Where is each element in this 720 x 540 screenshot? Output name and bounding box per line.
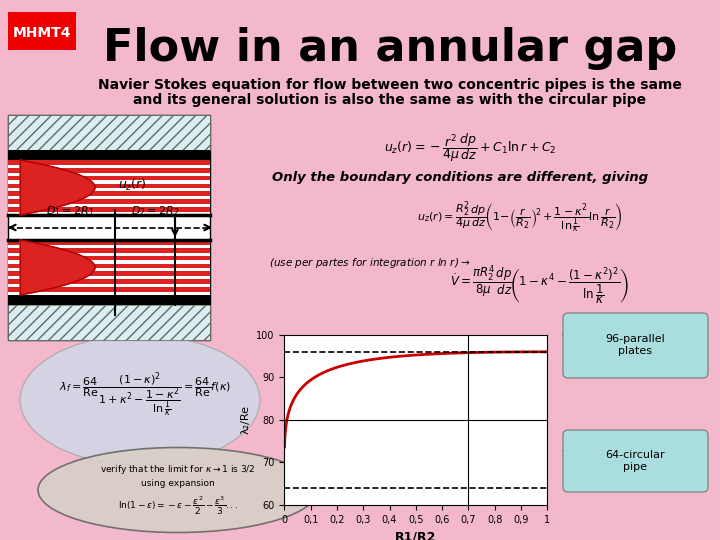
FancyBboxPatch shape [8,160,210,215]
Text: $\lambda_f = \dfrac{64}{\mathrm{Re}}\dfrac{(1-\kappa)^2}{1+\kappa^2 - \dfrac{1-\: $\lambda_f = \dfrac{64}{\mathrm{Re}}\dfr… [59,370,231,419]
FancyBboxPatch shape [8,184,210,188]
Text: verify that the limit for $\kappa\to1$ is $3/2$
using expansion
$\ln(1-\varepsil: verify that the limit for $\kappa\to1$ i… [100,463,256,517]
Text: $u_z(r) = -\dfrac{r^2}{4\mu}\dfrac{dp}{dz} + C_1 \ln r + C_2$: $u_z(r) = -\dfrac{r^2}{4\mu}\dfrac{dp}{d… [384,132,557,165]
Text: 64-circular
pipe: 64-circular pipe [606,450,665,472]
Text: $\dot{V} = \dfrac{\pi R_2^4}{8\mu}\dfrac{dp}{dz}\!\left(1-\kappa^4 - \dfrac{(1-\: $\dot{V} = \dfrac{\pi R_2^4}{8\mu}\dfrac… [451,264,629,307]
Text: Navier Stokes equation for flow between two concentric pipes is the same: Navier Stokes equation for flow between … [98,78,682,92]
FancyBboxPatch shape [8,199,210,204]
FancyBboxPatch shape [8,295,210,305]
FancyBboxPatch shape [8,191,210,196]
FancyBboxPatch shape [8,248,210,253]
FancyBboxPatch shape [8,207,210,212]
Text: MHMT4: MHMT4 [13,26,71,40]
Text: Only the boundary conditions are different, giving: Only the boundary conditions are differe… [272,172,648,185]
FancyBboxPatch shape [8,287,210,292]
FancyBboxPatch shape [8,12,76,50]
Text: and its general solution is also the same as with the circular pipe: and its general solution is also the sam… [133,93,647,107]
Text: $D_2=2R_2$: $D_2=2R_2$ [131,204,179,218]
Polygon shape [20,240,95,295]
FancyBboxPatch shape [8,264,210,268]
FancyBboxPatch shape [8,272,210,276]
Text: $D_1=2R_1$: $D_1=2R_1$ [46,204,94,218]
FancyBboxPatch shape [8,115,210,340]
FancyBboxPatch shape [8,160,210,165]
FancyBboxPatch shape [8,240,210,295]
Polygon shape [20,160,95,215]
Text: (use per partes for integration r ln r)$\rightarrow$: (use per partes for integration r ln r)$… [269,256,471,270]
Y-axis label: λ₂/Re: λ₂/Re [240,406,251,434]
FancyBboxPatch shape [8,115,210,150]
FancyBboxPatch shape [8,305,210,340]
Text: 96-parallel
plates: 96-parallel plates [605,334,665,356]
Ellipse shape [20,335,260,465]
FancyBboxPatch shape [563,430,708,492]
FancyBboxPatch shape [8,279,210,284]
X-axis label: R1/R2: R1/R2 [395,530,436,540]
FancyBboxPatch shape [563,313,708,378]
Ellipse shape [38,448,318,532]
Text: Flow in an annular gap: Flow in an annular gap [103,26,677,70]
FancyBboxPatch shape [8,150,210,160]
FancyBboxPatch shape [8,176,210,180]
FancyBboxPatch shape [8,256,210,260]
FancyBboxPatch shape [8,240,210,245]
FancyBboxPatch shape [8,168,210,173]
Text: $u_z(r)$: $u_z(r)$ [118,177,147,193]
Text: $u_z(r) = \dfrac{R_2^2}{4\mu}\dfrac{dp}{dz}\!\left(1\!-\!\left(\dfrac{r}{R_2}\ri: $u_z(r) = \dfrac{R_2^2}{4\mu}\dfrac{dp}{… [417,200,623,236]
